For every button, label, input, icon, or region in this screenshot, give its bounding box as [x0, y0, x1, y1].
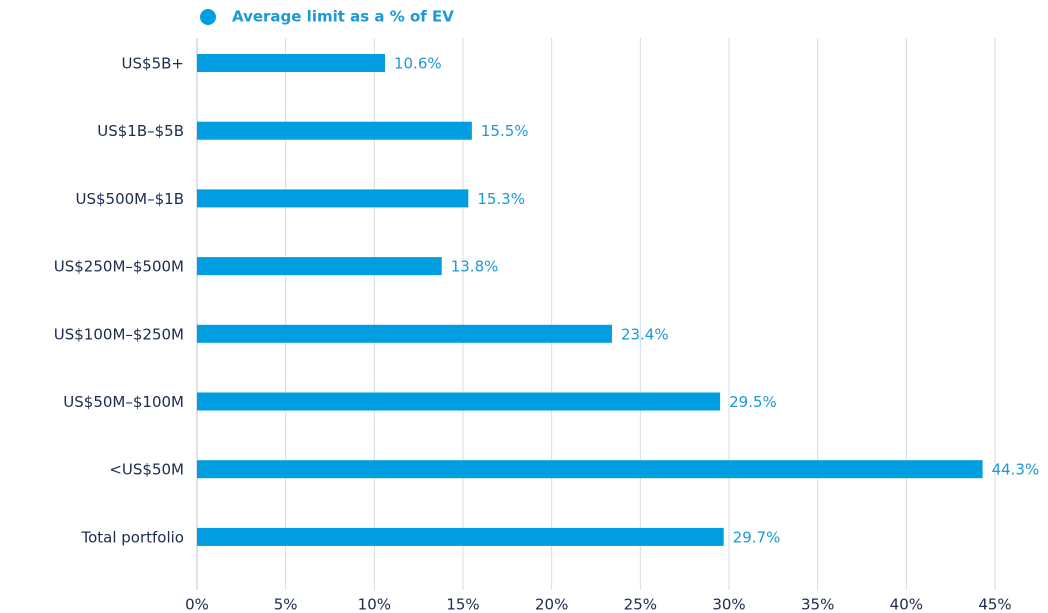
- bar: [197, 460, 983, 479]
- x-tick-label: 0%: [185, 596, 209, 613]
- y-tick-label: US$5B+: [122, 55, 184, 73]
- y-tick-label: US$100M–$250M: [54, 325, 184, 343]
- x-tick-label: 15%: [446, 596, 479, 613]
- value-label: 15.3%: [477, 190, 525, 208]
- y-tick-label: US$250M–$500M: [54, 258, 184, 276]
- value-label: 29.7%: [733, 528, 781, 546]
- bar: [197, 392, 721, 411]
- value-label: 23.4%: [621, 325, 669, 343]
- bar: [197, 257, 442, 276]
- bar: [197, 121, 472, 140]
- value-label: 15.5%: [481, 122, 529, 140]
- bar: [197, 189, 469, 208]
- x-tick-label: 10%: [358, 596, 391, 613]
- y-tick-label: US$50M–$100M: [63, 393, 184, 411]
- y-tick-label: US$1B–$5B: [97, 122, 184, 140]
- x-tick-label: 30%: [712, 596, 745, 613]
- x-tick-label: 5%: [274, 596, 298, 613]
- value-label: 44.3%: [992, 461, 1040, 479]
- x-tick-label: 35%: [801, 596, 834, 613]
- bar: [197, 324, 612, 343]
- y-tick-label: US$500M–$1B: [76, 190, 185, 208]
- legend-marker: [200, 9, 216, 25]
- bar: [197, 54, 385, 72]
- value-label: 29.5%: [729, 393, 777, 411]
- value-label: 10.6%: [394, 55, 442, 73]
- bar: [197, 527, 724, 546]
- y-tick-label: <US$50M: [109, 461, 184, 479]
- legend-label: Average limit as a % of EV: [232, 8, 454, 26]
- x-tick-label: 40%: [890, 596, 923, 613]
- x-tick-label: 25%: [624, 596, 657, 613]
- x-tick-label: 20%: [535, 596, 568, 613]
- value-label: 13.8%: [451, 258, 499, 276]
- x-tick-label: 45%: [978, 596, 1011, 613]
- y-tick-label: Total portfolio: [80, 528, 184, 546]
